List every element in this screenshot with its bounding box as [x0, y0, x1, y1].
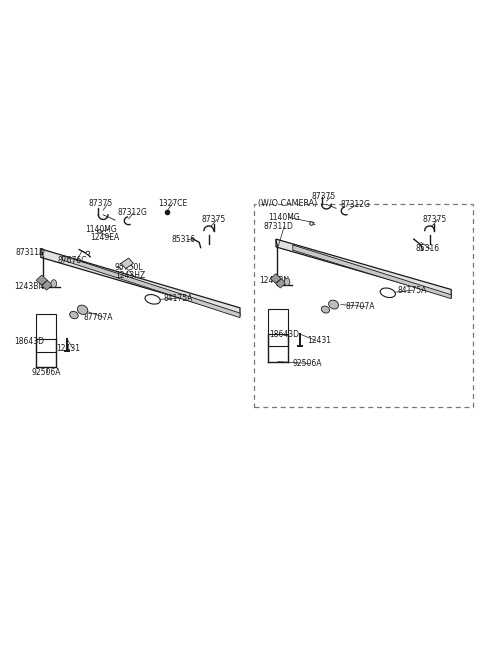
- Text: 1243BN: 1243BN: [259, 276, 289, 285]
- Text: 87312G: 87312G: [341, 200, 371, 209]
- Polygon shape: [36, 275, 48, 285]
- Polygon shape: [276, 239, 451, 297]
- Text: 92506A: 92506A: [31, 367, 60, 377]
- Text: 87311D: 87311D: [263, 222, 293, 231]
- Text: 85316: 85316: [415, 244, 439, 253]
- Text: (W/O CAMERA): (W/O CAMERA): [258, 199, 317, 208]
- Ellipse shape: [321, 306, 329, 313]
- Text: 85316: 85316: [172, 234, 196, 244]
- Text: 1140MG: 1140MG: [268, 213, 300, 222]
- Ellipse shape: [70, 311, 78, 319]
- Text: 84175A: 84175A: [397, 286, 427, 295]
- Ellipse shape: [145, 295, 160, 304]
- Text: 87375: 87375: [422, 215, 447, 224]
- Text: 1243BN: 1243BN: [14, 282, 45, 291]
- Text: 87375: 87375: [202, 215, 226, 224]
- Polygon shape: [36, 314, 56, 339]
- FancyBboxPatch shape: [254, 204, 473, 407]
- Text: 1327CE: 1327CE: [158, 198, 188, 208]
- Circle shape: [285, 278, 290, 286]
- Polygon shape: [276, 279, 286, 288]
- Polygon shape: [62, 255, 240, 318]
- Text: 87676C: 87676C: [58, 256, 87, 265]
- Text: 92506A: 92506A: [293, 359, 322, 368]
- Text: 87375: 87375: [311, 192, 336, 201]
- Text: 95750L: 95750L: [114, 263, 143, 272]
- Text: 12431: 12431: [307, 336, 331, 345]
- Text: 18643D: 18643D: [269, 329, 299, 339]
- Text: 12431: 12431: [57, 344, 81, 353]
- Text: 1249EA: 1249EA: [90, 233, 120, 242]
- Polygon shape: [293, 245, 451, 299]
- Ellipse shape: [77, 305, 88, 314]
- Polygon shape: [268, 309, 288, 334]
- Text: 87311D: 87311D: [15, 248, 45, 257]
- Circle shape: [51, 280, 57, 288]
- Text: 84175A: 84175A: [163, 293, 192, 303]
- Text: 1243HZ: 1243HZ: [115, 271, 145, 280]
- Text: 87707A: 87707A: [346, 302, 375, 311]
- Text: 87707A: 87707A: [84, 312, 113, 322]
- Polygon shape: [121, 258, 133, 269]
- Text: 87375: 87375: [89, 198, 113, 208]
- Polygon shape: [270, 274, 281, 283]
- Text: 87312G: 87312G: [118, 208, 147, 217]
- Ellipse shape: [86, 251, 90, 254]
- Ellipse shape: [329, 300, 338, 309]
- Polygon shape: [41, 249, 240, 316]
- Polygon shape: [42, 280, 52, 290]
- Text: 18643D: 18643D: [14, 337, 44, 346]
- Ellipse shape: [380, 288, 396, 297]
- Text: 1140MG: 1140MG: [85, 225, 117, 234]
